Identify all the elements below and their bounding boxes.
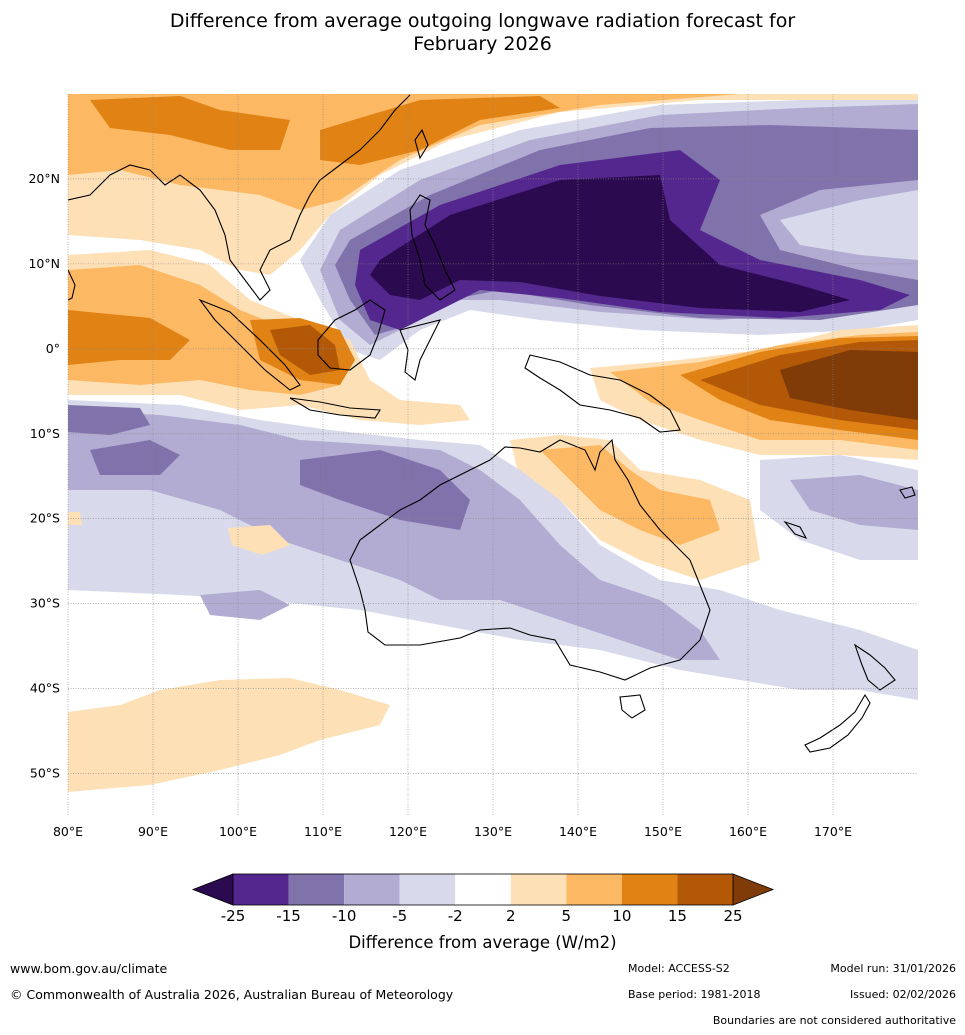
footer-model-run: Model run: 31/01/2026: [830, 962, 956, 975]
colorbar-segment: [455, 874, 511, 905]
colorbar-tick-label: -15: [276, 907, 301, 925]
longitude-label: 140°E: [559, 824, 597, 839]
longitude-label: 90°E: [138, 824, 168, 839]
colorbar-tick-label: 10: [612, 907, 631, 925]
colorbar-segment: [566, 874, 622, 905]
new-guinea-coastline: [524, 354, 681, 433]
longitude-label: 170°E: [814, 824, 852, 839]
latitude-label: 10°N: [28, 256, 60, 271]
longitude-label: 160°E: [729, 824, 767, 839]
colorbar-segment: [233, 874, 289, 905]
sulawesi-coastline: [399, 319, 442, 381]
new-zealand-south-coastline: [804, 693, 871, 753]
colorbar-tick-label: 15: [668, 907, 687, 925]
latitude-label: 10°S: [30, 426, 60, 441]
colorbar-tick-label: -2: [448, 907, 463, 925]
longitude-labels: 80°E 90°E 100°E 110°E 120°E 130°E 140°E 150°E 16…: [53, 824, 852, 839]
colorbar-segment: [621, 874, 678, 905]
sri-lanka-coastline: [68, 269, 76, 301]
colorbar-tick-label: -5: [392, 907, 407, 925]
footer-copyright: © Commonwealth of Australia 2026, Austra…: [10, 987, 454, 1002]
positive-region-asia-strong: [90, 96, 290, 150]
positive-region-southern-ocean: [68, 678, 390, 792]
borneo-coastline: [317, 299, 386, 371]
latitude-label: 0°: [46, 341, 60, 356]
latitude-label: 20°S: [30, 511, 60, 526]
colorbar-title: Difference from average (W/m2): [348, 933, 617, 952]
colorbar-tick-label: -10: [332, 907, 357, 925]
coastlines: [68, 94, 916, 753]
title-line-2: February 2026: [413, 33, 552, 55]
longitude-label: 120°E: [389, 824, 427, 839]
latitude-labels: 20°N 10°N 0° 10°S 20°S 30°S 40°S 50°S: [28, 171, 60, 781]
latitude-label: 20°N: [28, 171, 60, 186]
colorbar-frame: [232, 873, 734, 906]
sumatra-coastline: [198, 298, 301, 391]
colorbar: -25 -15 -10 -5 -2 2 5 10 15 25: [191, 873, 775, 925]
latitude-label: 40°S: [30, 681, 60, 696]
colorbar-tick-label: 2: [506, 907, 516, 925]
longitude-label: 150°E: [644, 824, 682, 839]
footer-model: Model: ACCESS-S2: [628, 962, 730, 975]
colorbar-extend-low: [191, 873, 234, 906]
longitude-label: 100°E: [219, 824, 257, 839]
colorbar-segment: [344, 874, 400, 905]
footer-issued: Issued: 02/02/2026: [849, 988, 956, 1001]
colorbar-tick-label: 5: [562, 907, 572, 925]
australia-coastline: [349, 438, 711, 681]
footer-base-period: Base period: 1981-2018: [628, 988, 761, 1001]
colorbar-segment: [399, 874, 456, 905]
longitude-label: 80°E: [53, 824, 83, 839]
longitude-label: 110°E: [304, 824, 342, 839]
taiwan-coastline: [414, 128, 429, 160]
new-zealand-north-coastline: [853, 643, 896, 691]
latitude-label: 50°S: [30, 766, 60, 781]
tasmania-coastline: [619, 694, 646, 719]
philippines-coastline: [409, 194, 456, 301]
colorbar-segment: [677, 874, 733, 905]
java-coastline: [289, 397, 381, 419]
title-line-1: Difference from average outgoing longwav…: [169, 10, 796, 32]
colorbar-tick-label: 25: [723, 907, 742, 925]
longitude-label: 130°E: [474, 824, 512, 839]
latitude-label: 30°S: [30, 596, 60, 611]
colorbar-extend-high: [732, 873, 775, 906]
colorbar-segment: [288, 874, 345, 905]
colorbar-tick-label: -25: [221, 907, 246, 925]
negative-region-core: [370, 175, 850, 312]
asia-coastline: [68, 94, 411, 301]
colorbar-segment: [510, 874, 567, 905]
footer-boundaries: Boundaries are not considered authoritat…: [712, 1014, 956, 1027]
gridlines: [67, 94, 918, 816]
chart-title: Difference from average outgoing longwav…: [0, 10, 965, 56]
footer-url[interactable]: www.bom.gov.au/climate: [10, 961, 168, 976]
